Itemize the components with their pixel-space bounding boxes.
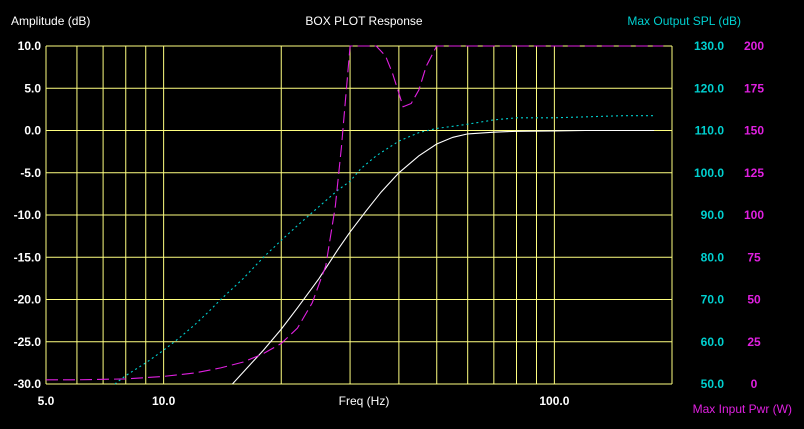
y-left-axis-label: Amplitude (dB)	[11, 14, 90, 28]
max-spl-curve	[114, 115, 655, 385]
y-right1-tick-label: 130.0	[694, 39, 724, 53]
x-tick-label: 100.0	[539, 394, 569, 408]
y-left-tick-label: -25.0	[14, 335, 42, 349]
y-left-tick-label: -5.0	[20, 166, 41, 180]
y-right1-axis-label: Max Output SPL (dB)	[627, 14, 741, 28]
y-right1-tick-label: 80.0	[701, 250, 725, 264]
max-power-curve	[46, 45, 664, 381]
y-right1-tick-label: 110.0	[695, 124, 725, 138]
y-left-tick-label: -30.0	[14, 377, 42, 391]
y-left-tick-label: -10.0	[14, 208, 42, 222]
y-right2-tick-label: 175	[744, 81, 764, 95]
y-left-tick-label: -15.0	[14, 250, 42, 264]
tick-label-layer: 10.0 5.0 0.0 -5.0 -10.0 -15.0 -20.0 -25.0 -30.0 1…	[14, 39, 765, 408]
x-tick-label: 5.0	[38, 394, 55, 408]
y-right1-tick-label: 60.0	[701, 335, 725, 349]
y-right2-tick-label: 100	[744, 208, 764, 222]
response-curve	[231, 129, 655, 385]
x-axis-label: Freq (Hz)	[339, 394, 390, 408]
y-right2-tick-label: 200	[744, 39, 764, 53]
x-tick-label: 10.0	[152, 394, 176, 408]
y-right2-tick-label: 75	[747, 250, 761, 264]
y-right2-tick-label: 0	[751, 377, 758, 391]
chart-title: BOX PLOT Response	[305, 14, 422, 28]
y-left-tick-label: -20.0	[14, 293, 42, 307]
y-right1-tick-label: 100.0	[694, 166, 724, 180]
y-right2-tick-label: 150	[744, 124, 764, 138]
y-right1-tick-label: 120.0	[694, 81, 724, 95]
y-left-tick-label: 10.0	[18, 39, 42, 53]
y-right1-tick-label: 70.0	[701, 293, 725, 307]
series-layer	[46, 45, 664, 385]
y-right1-tick-label: 90.0	[701, 208, 725, 222]
y-right2-tick-label: 50	[747, 293, 761, 307]
y-right1-tick-label: 50.0	[701, 377, 725, 391]
y-right2-tick-label: 125	[744, 166, 764, 180]
y-right2-axis-label: Max Input Pwr (W)	[693, 402, 792, 416]
y-left-tick-label: 5.0	[24, 81, 41, 95]
y-right2-tick-label: 25	[747, 335, 761, 349]
y-left-tick-label: 0.0	[24, 124, 41, 138]
